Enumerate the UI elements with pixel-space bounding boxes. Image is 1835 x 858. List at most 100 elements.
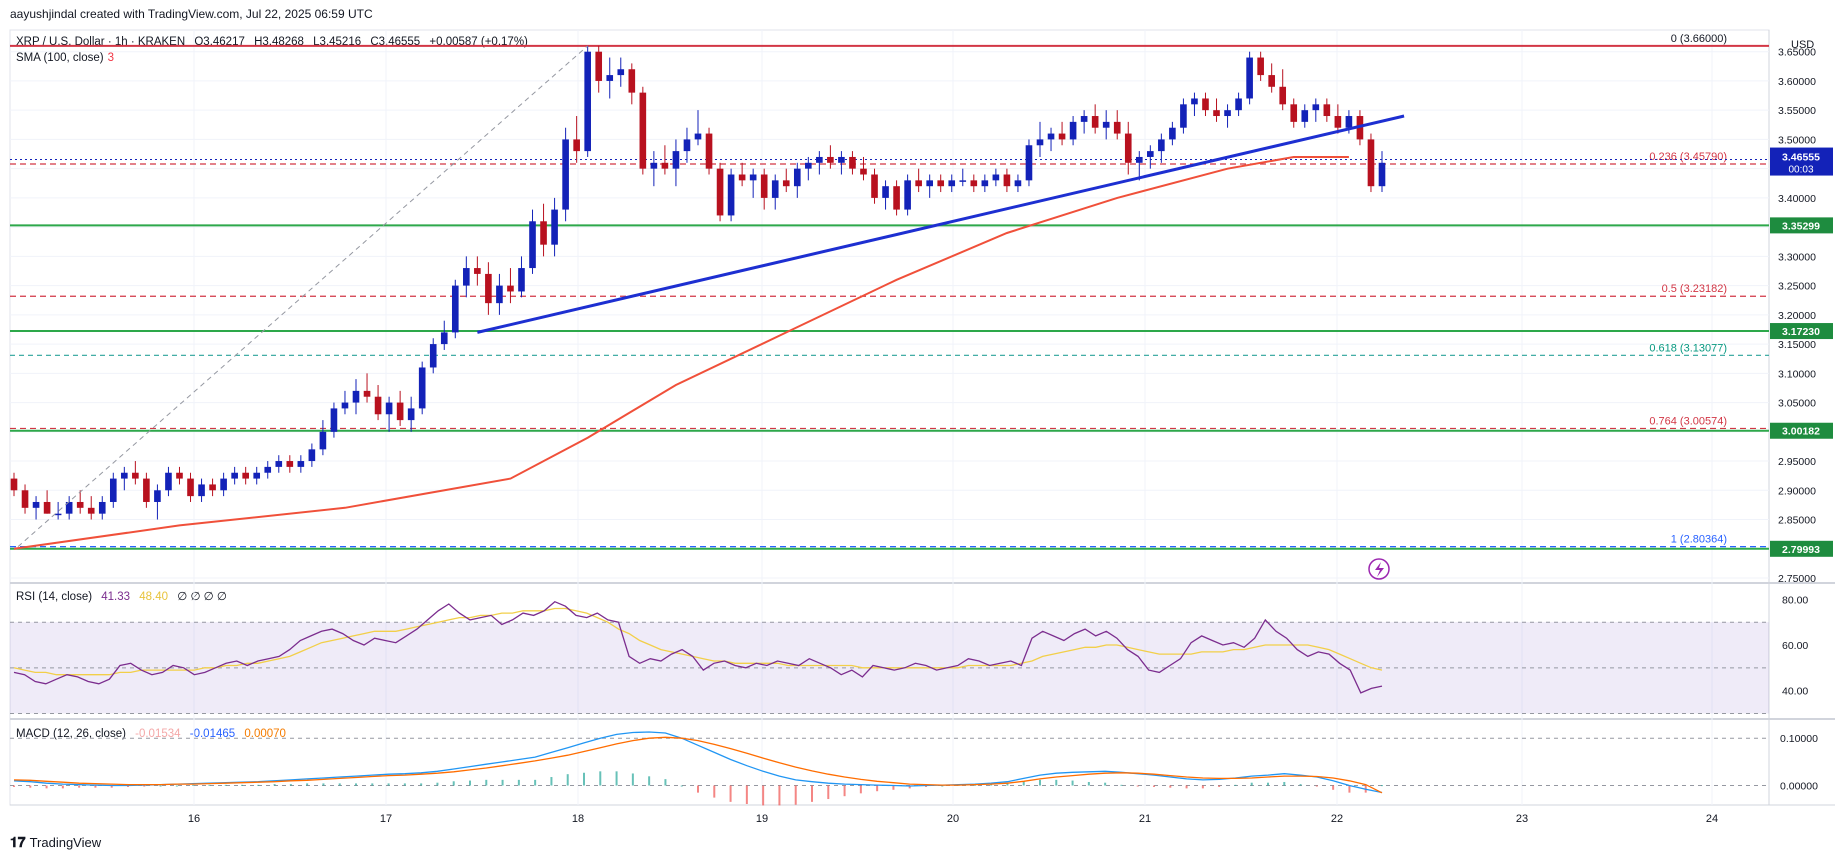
- macd-histogram-bar: [1267, 782, 1269, 786]
- macd-histogram-bar: [550, 777, 553, 786]
- macd-histogram-bar: [1022, 781, 1025, 786]
- macd-histogram-bar: [778, 785, 781, 806]
- bar-countdown-label: 00:03: [1788, 165, 1813, 176]
- candle-body: [771, 180, 779, 198]
- macd-histogram-bar: [1299, 784, 1302, 786]
- candle-body: [65, 501, 73, 514]
- candle-body: [1312, 104, 1320, 111]
- macd-histogram-bar: [843, 785, 846, 797]
- macd-histogram-bar: [973, 784, 976, 786]
- price-tick-label: 2.85000: [1778, 515, 1816, 527]
- candle-body: [749, 174, 757, 181]
- candle-body: [98, 501, 106, 514]
- price-tick-label: 3.30000: [1778, 251, 1816, 263]
- macd-histogram-bar: [827, 785, 830, 800]
- candle-body: [1378, 162, 1386, 187]
- candle-body: [132, 472, 139, 479]
- candle-body: [639, 92, 647, 169]
- time-tick-label: 17: [380, 813, 392, 825]
- candle-body: [981, 180, 989, 187]
- macd-histogram-bar: [941, 785, 944, 787]
- fib-level-label: 0.236 (3.45790): [1649, 151, 1727, 163]
- candle-body: [1180, 104, 1187, 128]
- candle-body: [1334, 116, 1342, 128]
- macd-histogram-bar: [1283, 781, 1286, 786]
- macd-histogram-bar: [387, 783, 390, 786]
- candle-body: [209, 484, 216, 491]
- candle-body: [860, 168, 867, 175]
- macd-histogram-bar: [859, 785, 862, 794]
- sma-legend[interactable]: SMA (100, close) 3: [16, 52, 114, 64]
- macd-histogram-bar: [94, 785, 97, 788]
- macd-histogram-bar: [762, 785, 765, 806]
- macd-histogram-bar: [517, 779, 520, 786]
- candle-body: [1124, 133, 1132, 163]
- candle-body: [198, 484, 205, 497]
- tradingview-footer[interactable]: 𝟏𝟕 TradingView: [10, 834, 101, 851]
- indicator-bands: [10, 621, 1769, 714]
- candle-body: [1047, 133, 1055, 140]
- macd-histogram-bar: [1055, 779, 1058, 786]
- macd-histogram-bar: [1087, 781, 1090, 786]
- macd-histogram-bar: [1104, 782, 1107, 786]
- candle-body: [849, 156, 856, 169]
- candle-body: [1080, 116, 1088, 122]
- rsi-legend[interactable]: RSI (14, close) 41.33 48.40 ∅ ∅ ∅ ∅: [16, 589, 227, 603]
- macd-histogram-bar: [45, 785, 48, 789]
- candle-body: [937, 180, 945, 187]
- overlays: [13, 45, 1405, 580]
- macd-histogram-bar: [355, 783, 357, 786]
- sma-label: SMA (100, close): [16, 52, 104, 64]
- price-tick-label: 3.60000: [1778, 76, 1816, 88]
- candle-body: [1158, 139, 1165, 152]
- macd-histogram-bar: [127, 785, 129, 787]
- macd-histogram-bar: [371, 783, 374, 786]
- macd-histogram-bar: [583, 772, 585, 786]
- candle-body: [374, 396, 382, 415]
- macd-histogram-bar: [680, 785, 683, 787]
- price-tick-label: 3.65000: [1778, 47, 1816, 59]
- macd-histogram-bar: [648, 776, 651, 786]
- candle-body: [165, 472, 172, 491]
- candle-body: [485, 273, 492, 304]
- candle-body: [573, 139, 580, 152]
- time-tick-label: 16: [188, 813, 200, 825]
- candle-body: [231, 472, 238, 479]
- candle-body: [143, 478, 150, 502]
- fib-anchor-line: [17, 45, 589, 548]
- candle-body: [838, 156, 845, 163]
- candle-body: [882, 186, 889, 198]
- candle-body: [827, 156, 834, 163]
- macd-histogram-bar: [1250, 782, 1253, 786]
- macd-histogram-bar: [469, 780, 471, 786]
- macd-histogram-bar: [1136, 785, 1139, 787]
- candle-body: [562, 139, 569, 210]
- trend-line: [477, 114, 1405, 334]
- candle-body: [220, 478, 227, 491]
- candle-body: [992, 174, 1000, 181]
- macd-histogram-bar: [925, 785, 927, 787]
- rsi-value: 41.33: [101, 591, 131, 603]
- macd-histogram-bar: [713, 785, 716, 798]
- chart-canvas[interactable]: 0 (3.66000) 0.236 (3.45790) 0.5 (3.23182) 0…: [0, 0, 1835, 830]
- time-tick-label: 19: [756, 813, 768, 825]
- candle-body: [1257, 57, 1264, 76]
- macd-histogram-bar: [1185, 785, 1188, 789]
- price-tick-label: 2.75000: [1778, 573, 1816, 585]
- candle-body: [341, 402, 349, 409]
- candle-body: [518, 268, 525, 292]
- candle-body: [10, 478, 18, 491]
- macd-histogram-bar: [1071, 780, 1074, 786]
- macd-histogram-bar: [631, 773, 634, 786]
- fib-level-label: 0.764 (3.00574): [1649, 415, 1727, 427]
- candle-body: [893, 186, 900, 210]
- macd-histogram-bar: [990, 784, 993, 786]
- time-tick-label: 22: [1331, 813, 1343, 825]
- macd-legend[interactable]: MACD (12, 26, close) -0.01534 -0.01465 0…: [16, 728, 286, 740]
- macd-histogram-bar: [615, 771, 618, 786]
- grid-lines: [9, 29, 1835, 806]
- candle-body: [1014, 180, 1022, 187]
- macd-histogram-bar: [1332, 785, 1335, 790]
- macd-histogram-bar: [143, 785, 146, 787]
- macd-histogram-bar: [729, 785, 732, 802]
